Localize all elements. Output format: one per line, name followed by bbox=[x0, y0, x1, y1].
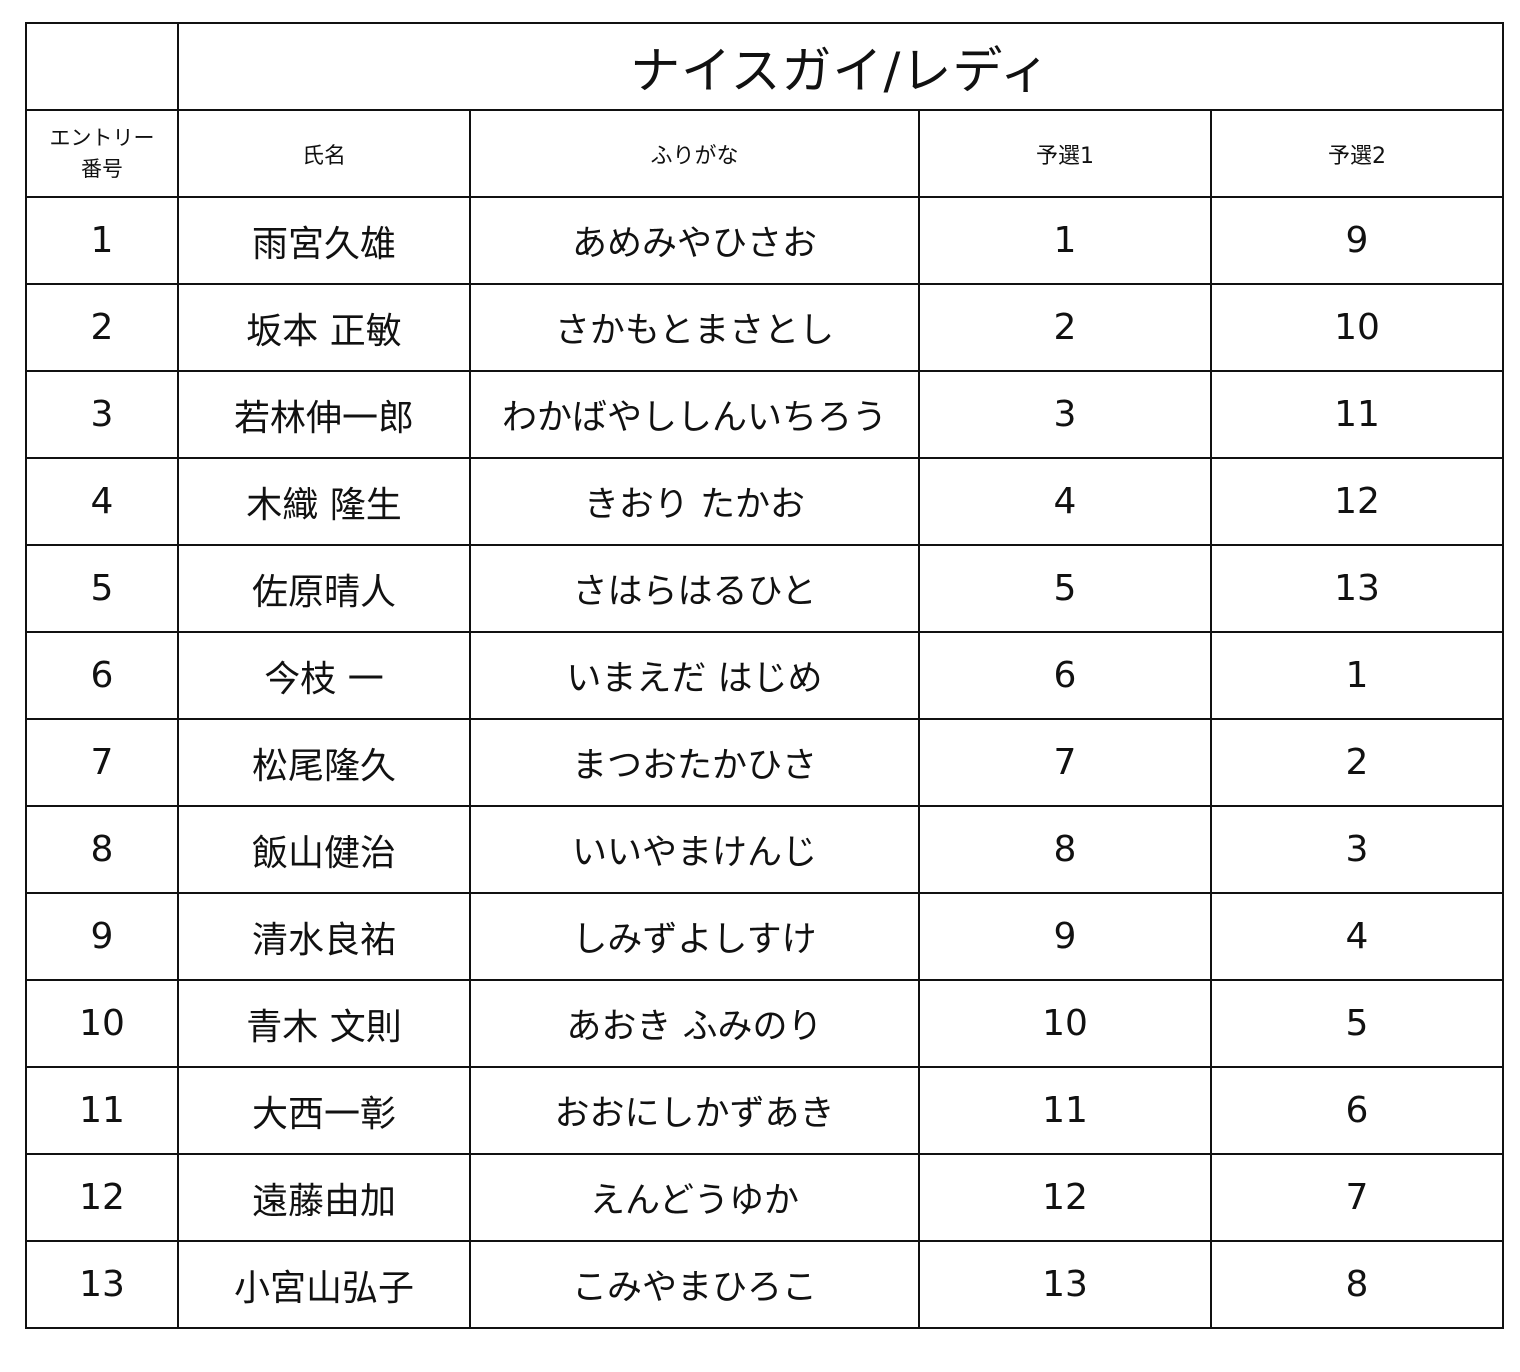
cell-prelim1: 5 bbox=[918, 544, 1212, 633]
title-corner-cell bbox=[25, 22, 179, 111]
table-row: 5 佐原晴人 さはらはるひと 5 13 bbox=[25, 544, 1504, 633]
cell-entry-number: 4 bbox=[25, 457, 179, 546]
entry-table-body: ナイスガイ/レディ エントリー 番号 氏名 ふりがな 予選1 予選2 1 雨宮久雄… bbox=[25, 22, 1504, 1329]
cell-entry-number: 7 bbox=[25, 718, 179, 807]
cell-prelim2: 1 bbox=[1210, 631, 1504, 720]
cell-entry-number: 12 bbox=[25, 1153, 179, 1242]
cell-prelim1: 12 bbox=[918, 1153, 1212, 1242]
cell-furigana: こみやまひろこ bbox=[469, 1240, 920, 1329]
cell-prelim1: 6 bbox=[918, 631, 1212, 720]
cell-furigana: おおにしかずあき bbox=[469, 1066, 920, 1155]
cell-prelim2: 10 bbox=[1210, 283, 1504, 372]
cell-prelim2: 6 bbox=[1210, 1066, 1504, 1155]
cell-prelim2: 4 bbox=[1210, 892, 1504, 981]
cell-entry-number: 11 bbox=[25, 1066, 179, 1155]
cell-name: 木織 隆生 bbox=[177, 457, 471, 546]
header-entry-number: エントリー 番号 bbox=[25, 109, 179, 198]
cell-prelim1: 4 bbox=[918, 457, 1212, 546]
cell-prelim1: 11 bbox=[918, 1066, 1212, 1155]
cell-entry-number: 5 bbox=[25, 544, 179, 633]
cell-name: 佐原晴人 bbox=[177, 544, 471, 633]
cell-name: 飯山健治 bbox=[177, 805, 471, 894]
cell-furigana: さはらはるひと bbox=[469, 544, 920, 633]
cell-name: 小宮山弘子 bbox=[177, 1240, 471, 1329]
cell-name: 松尾隆久 bbox=[177, 718, 471, 807]
table-row: 8 飯山健治 いいやまけんじ 8 3 bbox=[25, 805, 1504, 894]
table-row: 1 雨宮久雄 あめみやひさお 1 9 bbox=[25, 196, 1504, 285]
cell-furigana: いいやまけんじ bbox=[469, 805, 920, 894]
cell-furigana: しみずよしすけ bbox=[469, 892, 920, 981]
cell-prelim2: 8 bbox=[1210, 1240, 1504, 1329]
cell-entry-number: 8 bbox=[25, 805, 179, 894]
cell-prelim2: 13 bbox=[1210, 544, 1504, 633]
cell-entry-number: 3 bbox=[25, 370, 179, 459]
cell-name: 今枝 一 bbox=[177, 631, 471, 720]
header-entry-line1: エントリー bbox=[49, 125, 155, 150]
table-row: 10 青木 文則 あおき ふみのり 10 5 bbox=[25, 979, 1504, 1068]
cell-name: 坂本 正敏 bbox=[177, 283, 471, 372]
header-prelim2: 予選2 bbox=[1210, 109, 1504, 198]
cell-furigana: わかばやししんいちろう bbox=[469, 370, 920, 459]
cell-name: 遠藤由加 bbox=[177, 1153, 471, 1242]
table-row: 9 清水良祐 しみずよしすけ 9 4 bbox=[25, 892, 1504, 981]
cell-prelim1: 2 bbox=[918, 283, 1212, 372]
cell-prelim1: 10 bbox=[918, 979, 1212, 1068]
cell-name: 雨宮久雄 bbox=[177, 196, 471, 285]
header-prelim1: 予選1 bbox=[918, 109, 1212, 198]
cell-entry-number: 1 bbox=[25, 196, 179, 285]
cell-furigana: まつおたかひさ bbox=[469, 718, 920, 807]
table-row: 6 今枝 一いまえだ はじめ 6 1 bbox=[25, 631, 1504, 720]
cell-entry-number: 9 bbox=[25, 892, 179, 981]
cell-furigana: えんどうゆか bbox=[469, 1153, 920, 1242]
cell-entry-number: 6 bbox=[25, 631, 179, 720]
cell-prelim1: 9 bbox=[918, 892, 1212, 981]
cell-prelim2: 7 bbox=[1210, 1153, 1504, 1242]
header-row: エントリー 番号 氏名 ふりがな 予選1 予選2 bbox=[25, 109, 1504, 198]
cell-prelim2: 12 bbox=[1210, 457, 1504, 546]
header-furigana: ふりがな bbox=[469, 109, 920, 198]
cell-name: 清水良祐 bbox=[177, 892, 471, 981]
header-entry-line2: 番号 bbox=[81, 156, 123, 181]
cell-name: 若林伸一郎 bbox=[177, 370, 471, 459]
entry-table: ナイスガイ/レディ エントリー 番号 氏名 ふりがな 予選1 予選2 1 雨宮久雄… bbox=[25, 22, 1504, 1329]
cell-furigana: さかもとまさとし bbox=[469, 283, 920, 372]
cell-prelim1: 13 bbox=[918, 1240, 1212, 1329]
cell-prelim2: 5 bbox=[1210, 979, 1504, 1068]
cell-prelim2: 2 bbox=[1210, 718, 1504, 807]
cell-prelim1: 3 bbox=[918, 370, 1212, 459]
header-name: 氏名 bbox=[177, 109, 471, 198]
table-row: 2 坂本 正敏 さかもとまさとし 2 10 bbox=[25, 283, 1504, 372]
title-row: ナイスガイ/レディ bbox=[25, 22, 1504, 111]
table-row: 11 大西一彰 おおにしかずあき 11 6 bbox=[25, 1066, 1504, 1155]
cell-prelim2: 3 bbox=[1210, 805, 1504, 894]
cell-name: 青木 文則 bbox=[177, 979, 471, 1068]
table-row: 3 若林伸一郎 わかばやししんいちろう 3 11 bbox=[25, 370, 1504, 459]
cell-furigana: きおり たかお bbox=[469, 457, 920, 546]
cell-prelim2: 11 bbox=[1210, 370, 1504, 459]
table-row: 12 遠藤由加 えんどうゆか 12 7 bbox=[25, 1153, 1504, 1242]
table-row: 4 木織 隆生 きおり たかお 4 12 bbox=[25, 457, 1504, 546]
cell-prelim1: 8 bbox=[918, 805, 1212, 894]
cell-entry-number: 13 bbox=[25, 1240, 179, 1329]
cell-prelim1: 1 bbox=[918, 196, 1212, 285]
cell-entry-number: 2 bbox=[25, 283, 179, 372]
table-title: ナイスガイ/レディ bbox=[177, 22, 1504, 111]
table-row: 7 松尾隆久 まつおたかひさ 7 2 bbox=[25, 718, 1504, 807]
cell-entry-number: 10 bbox=[25, 979, 179, 1068]
table-row: 13 小宮山弘子 こみやまひろこ 13 8 bbox=[25, 1240, 1504, 1329]
cell-prelim2: 9 bbox=[1210, 196, 1504, 285]
cell-furigana: あおき ふみのり bbox=[469, 979, 920, 1068]
cell-prelim1: 7 bbox=[918, 718, 1212, 807]
cell-name: 大西一彰 bbox=[177, 1066, 471, 1155]
cell-furigana: いまえだ はじめ bbox=[469, 631, 920, 720]
cell-furigana: あめみやひさお bbox=[469, 196, 920, 285]
